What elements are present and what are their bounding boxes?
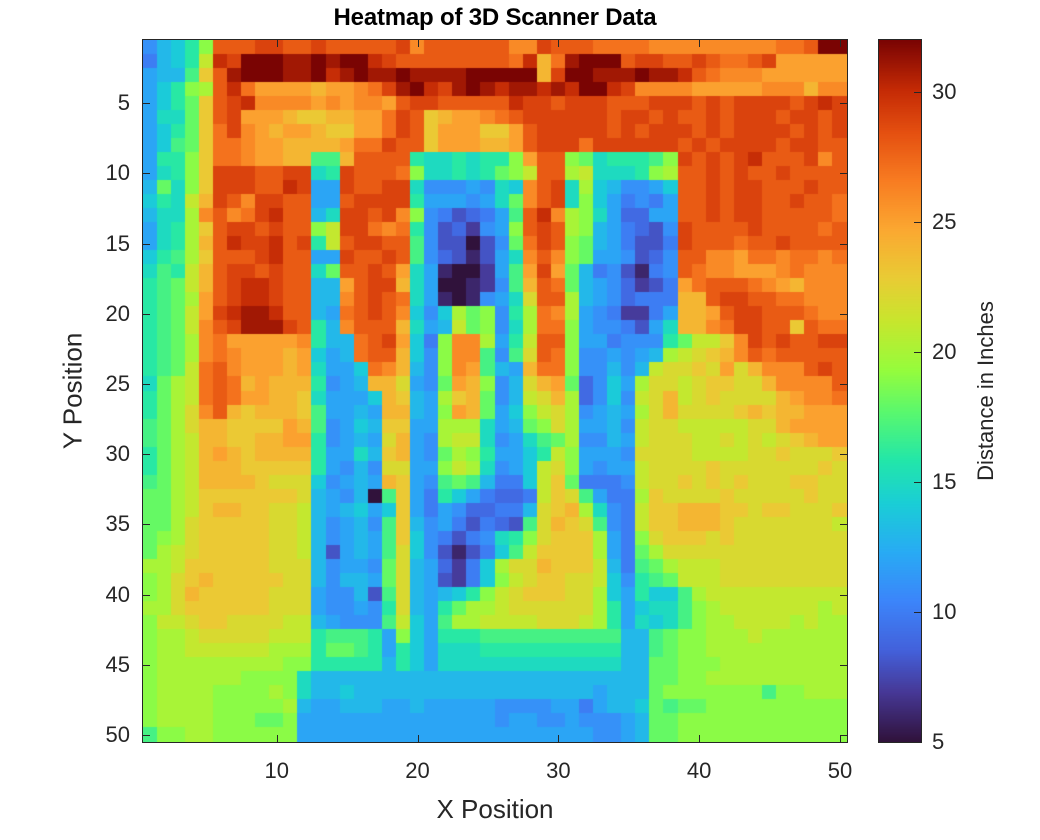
y-tick-mark [143,734,150,736]
x-tick-mark [558,735,560,742]
y-tick-label: 50 [105,721,130,747]
y-tick-mark [143,313,150,315]
colorbar-tick-label: 30 [932,79,957,104]
colorbar-tick-mark [914,612,921,613]
colorbar-tick-label: 5 [932,729,945,754]
y-tick-mark-right [840,173,847,175]
colorbar-tick-mark [914,742,921,743]
colorbar-gradient [879,40,921,742]
y-tick-label: 45 [105,651,130,677]
y-tick-mark-right [840,383,847,385]
x-tick-mark-top [558,40,560,47]
y-tick-label: 30 [105,441,130,467]
x-tick-label: 20 [405,758,430,783]
y-tick-label: 10 [105,160,130,186]
y-tick-mark [143,454,150,456]
x-tick-mark [839,735,841,742]
x-tick-mark-top [417,40,419,47]
colorbar [878,39,922,743]
y-tick-mark-right [840,454,847,456]
colorbar-tick-label: 15 [932,469,957,494]
x-tick-mark [417,735,419,742]
y-tick-mark-right [840,524,847,526]
colorbar-tick-mark [914,222,921,223]
x-tick-label: 30 [546,758,571,783]
x-axis-label: X Position [436,794,554,824]
x-tick-label: 10 [264,758,289,783]
y-tick-mark-right [840,243,847,245]
y-tick-mark-right [840,734,847,736]
colorbar-tick-mark [914,92,921,93]
colorbar-tick-label: 25 [932,209,957,234]
colorbar-tick-mark [914,352,921,353]
colorbar-tick-label: 10 [932,599,957,624]
y-tick-mark [143,664,150,666]
y-tick-mark-right [840,664,847,666]
y-tick-mark [143,173,150,175]
y-tick-mark [143,594,150,596]
y-tick-mark [143,524,150,526]
y-tick-label: 25 [105,370,130,396]
x-tick-mark-top [276,40,278,47]
heatmap-canvas [143,40,847,742]
y-tick-mark-right [840,103,847,105]
heatmap-plot-area [142,39,848,743]
y-tick-label: 15 [105,230,130,256]
colorbar-tick-label: 20 [932,339,957,364]
y-tick-label: 5 [117,90,130,116]
x-tick-label: 50 [827,758,853,783]
y-tick-mark [143,383,150,385]
chart-title: Heatmap of 3D Scanner Data [333,4,657,31]
x-tick-mark-top [839,40,841,47]
y-tick-label: 35 [105,511,130,537]
x-tick-label: 40 [686,758,712,783]
x-tick-mark [276,735,278,742]
y-tick-mark-right [840,594,847,596]
y-tick-label: 20 [105,300,130,326]
colorbar-tick-mark [914,482,921,483]
y-tick-label: 40 [105,581,130,607]
colorbar-label: Distance in Inches [973,301,998,481]
y-tick-mark [143,103,150,105]
y-tick-mark-right [840,313,847,315]
x-tick-mark [699,735,701,742]
x-tick-mark-top [699,40,701,47]
y-tick-mark [143,243,150,245]
